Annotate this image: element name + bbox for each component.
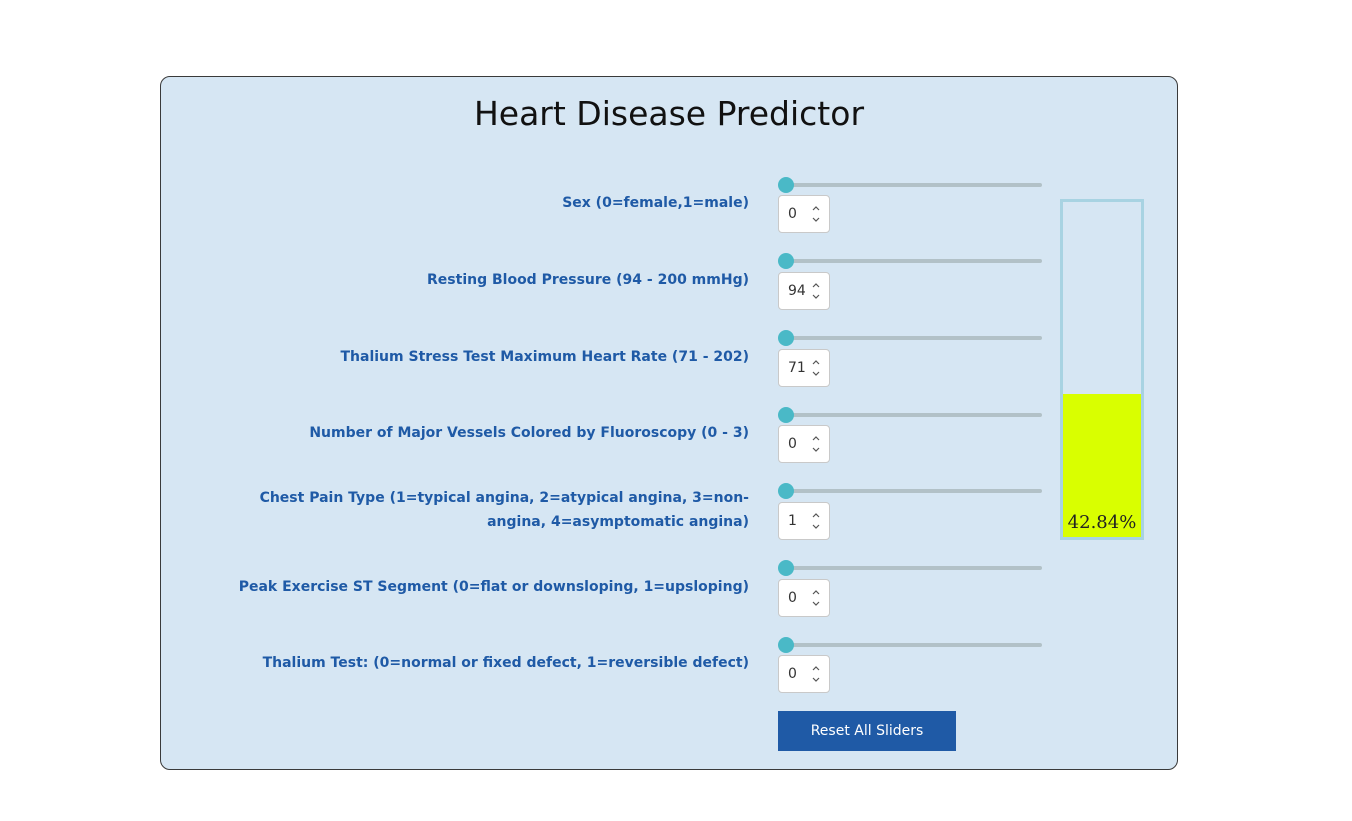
- slider-thumb[interactable]: [778, 560, 794, 576]
- slider-track: [778, 259, 1042, 263]
- slider-track: [778, 489, 1042, 493]
- slider-track: [778, 183, 1042, 187]
- sex-slider[interactable]: [778, 177, 1042, 193]
- slider-track: [778, 336, 1042, 340]
- thalium-test-slider[interactable]: [778, 637, 1042, 653]
- chest-pain-type-label: Chest Pain Type (1=typical angina, 2=aty…: [259, 490, 749, 530]
- page-title: Heart Disease Predictor: [473, 94, 865, 133]
- prediction-percent: 42.84%: [1067, 512, 1137, 533]
- major-vessels-slider[interactable]: [778, 407, 1042, 423]
- thalium-test-number-input[interactable]: 0: [778, 655, 830, 693]
- chest-pain-type-value: 1: [788, 513, 797, 529]
- sex-label: Sex (0=female,1=male): [562, 195, 749, 211]
- predictor-panel: Heart Disease Predictor Sex (0=female,1=…: [160, 76, 1178, 770]
- sex-value: 0: [788, 206, 797, 222]
- spinner-arrows-icon[interactable]: [812, 665, 820, 683]
- slider-track: [778, 643, 1042, 647]
- slider-track: [778, 566, 1042, 570]
- thalium-test-label: Thalium Test: (0=normal or fixed defect,…: [262, 655, 749, 671]
- st-segment-value: 0: [788, 590, 797, 606]
- spinner-arrows-icon[interactable]: [812, 512, 820, 530]
- prediction-gauge: 42.84%: [1060, 199, 1144, 540]
- slider-track: [778, 413, 1042, 417]
- slider-thumb[interactable]: [778, 637, 794, 653]
- sex-number-input[interactable]: 0: [778, 195, 830, 233]
- spinner-arrows-icon[interactable]: [812, 435, 820, 453]
- major-vessels-number-input[interactable]: 0: [778, 425, 830, 463]
- max-heart-rate-value: 71: [788, 360, 806, 376]
- resting-bp-value: 94: [788, 283, 806, 299]
- st-segment-slider[interactable]: [778, 560, 1042, 576]
- slider-thumb[interactable]: [778, 330, 794, 346]
- chest-pain-type-slider[interactable]: [778, 483, 1042, 499]
- resting-bp-slider[interactable]: [778, 253, 1042, 269]
- resting-bp-label: Resting Blood Pressure (94 - 200 mmHg): [427, 272, 749, 288]
- st-segment-number-input[interactable]: 0: [778, 579, 830, 617]
- st-segment-label: Peak Exercise ST Segment (0=flat or down…: [238, 579, 749, 595]
- slider-thumb[interactable]: [778, 253, 794, 269]
- spinner-arrows-icon[interactable]: [812, 359, 820, 377]
- slider-thumb[interactable]: [778, 483, 794, 499]
- thalium-test-value: 0: [788, 666, 797, 682]
- prediction-gauge-fill: [1063, 393, 1141, 537]
- max-heart-rate-number-input[interactable]: 71: [778, 349, 830, 387]
- spinner-arrows-icon[interactable]: [812, 589, 820, 607]
- max-heart-rate-label: Thalium Stress Test Maximum Heart Rate (…: [340, 349, 750, 365]
- major-vessels-value: 0: [788, 436, 797, 452]
- slider-thumb[interactable]: [778, 407, 794, 423]
- major-vessels-label: Number of Major Vessels Colored by Fluor…: [309, 425, 749, 441]
- max-heart-rate-slider[interactable]: [778, 330, 1042, 346]
- reset-all-sliders-button[interactable]: Reset All Sliders: [778, 711, 956, 751]
- chest-pain-type-number-input[interactable]: 1: [778, 502, 830, 540]
- resting-bp-number-input[interactable]: 94: [778, 272, 830, 310]
- spinner-arrows-icon[interactable]: [812, 205, 820, 223]
- spinner-arrows-icon[interactable]: [812, 282, 820, 300]
- slider-thumb[interactable]: [778, 177, 794, 193]
